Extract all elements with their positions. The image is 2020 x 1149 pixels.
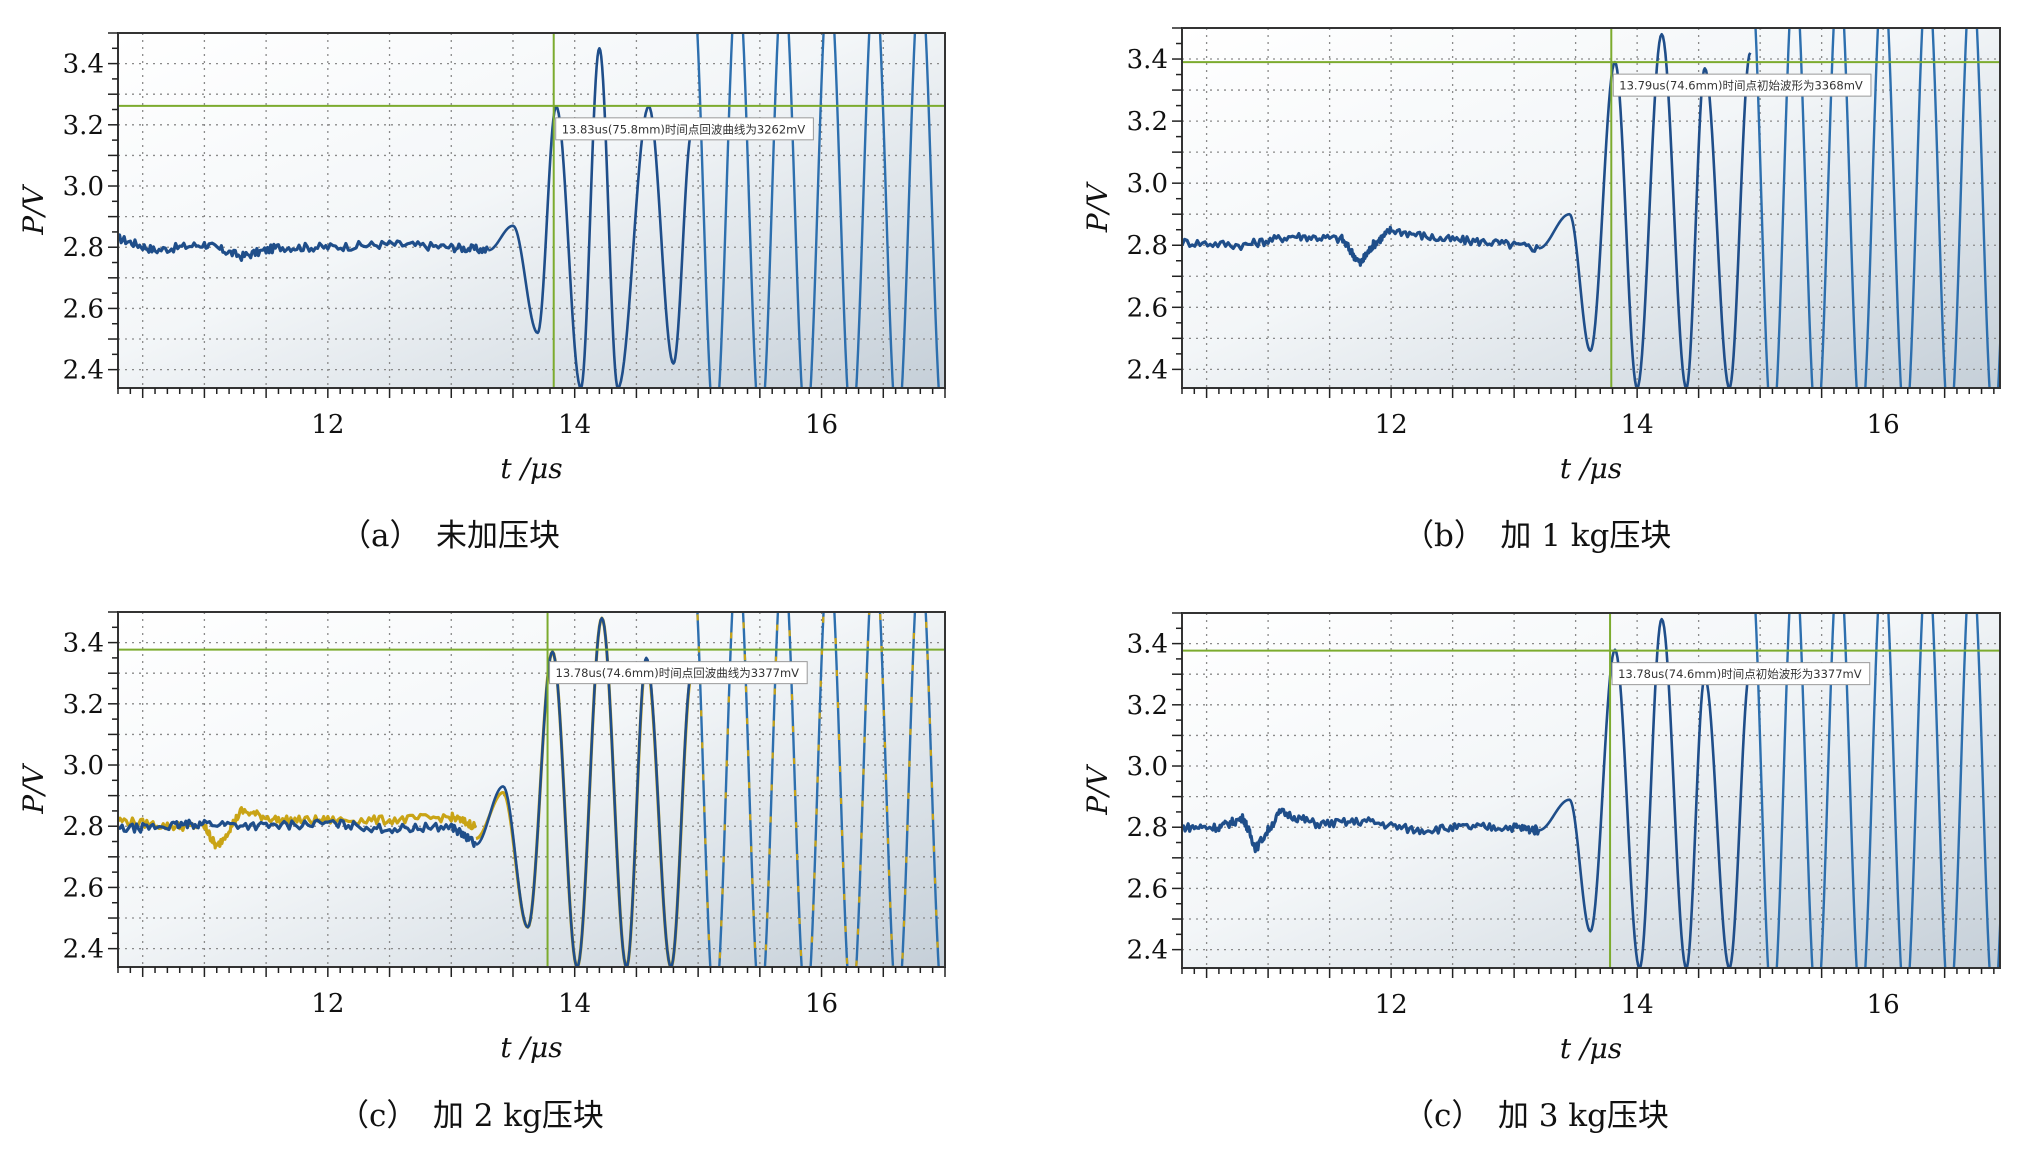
y-axis-title: P/V (1081, 181, 1114, 233)
series-line (696, 612, 940, 967)
y-tick-label: 3.4 (63, 629, 104, 659)
y-axis-title: P/V (17, 183, 50, 235)
grid (1182, 612, 2000, 968)
y-axis-title: P/V (17, 762, 50, 814)
y-tick-label: 2.8 (63, 233, 104, 263)
plot-frame (117, 611, 946, 968)
x-tick-label: 12 (1375, 410, 1408, 440)
series-line (118, 818, 478, 848)
x-axis-title: t /μs (500, 1031, 562, 1064)
chart-panel-d: 13.78us(74.6mm)时间点初始波形为3377mV 12 14 16 2.4 2.… (1010, 580, 2020, 1149)
chart-caption: （c） 加 3 kg压块 (1403, 1098, 1669, 1134)
y-tick-label: 2.6 (1127, 293, 1168, 323)
y-tick-label: 2.8 (1127, 813, 1168, 843)
chart-caption: （a） 未加压块 (340, 518, 560, 554)
y-tick-label: 2.6 (63, 294, 104, 324)
chart-panel-b: 13.79us(74.6mm)时间点初始波形为3368mV 12 14 16 2.4 2.… (1010, 0, 2020, 560)
chart-caption: （b） 加 1 kg压块 (1403, 518, 1672, 554)
series-line (1538, 32, 1752, 388)
axis-ticks (1172, 612, 1995, 978)
chart-c: 13.78us(74.6mm)时间点回波曲线为3377mV 12 14 16 2.4 2.… (17, 611, 946, 1064)
plot-area (118, 33, 945, 388)
x-axis-title: t /μs (1560, 452, 1622, 485)
axis-ticks (1172, 27, 1995, 398)
plot-content (118, 33, 940, 388)
annotation-box (1612, 73, 1872, 97)
series-line (118, 233, 490, 262)
plot-frame (1181, 612, 2001, 969)
plot-content (1182, 28, 2000, 388)
y-tick-label: 3.0 (1127, 169, 1168, 199)
axis-ticks (108, 611, 946, 977)
chart-panel-c: 13.78us(74.6mm)时间点回波曲线为3377mV 12 14 16 2.4 2.… (0, 580, 1000, 1149)
chart-d: 13.78us(74.6mm)时间点初始波形为3377mV 12 14 16 2.4 2.… (1081, 612, 2001, 1065)
plot-content (1182, 613, 2000, 968)
y-tick-label: 2.4 (63, 356, 104, 386)
series-line (475, 616, 694, 967)
y-tick-label: 2.4 (63, 935, 104, 965)
series-line (1182, 225, 1541, 267)
x-tick-label: 14 (558, 410, 591, 440)
chart-a: 13.83us(75.8mm)时间点回波曲线为3262mV 12 14 16 2.4 2.… (17, 32, 946, 485)
chart-b: 13.79us(74.6mm)时间点初始波形为3368mV 12 14 16 2.4 2.… (1081, 27, 2001, 485)
y-tick-label: 3.4 (63, 50, 104, 80)
series-line (488, 47, 694, 388)
x-tick-label: 14 (1621, 990, 1654, 1020)
annotation-text: 13.83us(75.8mm)时间点回波曲线为3262mV (562, 122, 806, 136)
y-tick-label: 2.6 (63, 873, 104, 903)
y-tick-label: 2.6 (1127, 874, 1168, 904)
x-tick-label: 12 (311, 989, 344, 1019)
y-tick-label: 3.4 (1127, 630, 1168, 660)
y-tick-label: 3.2 (1127, 691, 1168, 721)
y-tick-label: 3.2 (63, 111, 104, 141)
series-line (1754, 28, 2000, 388)
x-tick-label: 14 (1621, 410, 1654, 440)
plot-area (1182, 613, 2000, 968)
x-tick-label: 16 (1867, 410, 1900, 440)
plot-frame (1181, 27, 2001, 389)
series-line (1754, 613, 2000, 968)
annotation-text: 13.78us(74.6mm)时间点初始波形为3377mV (1618, 667, 1862, 681)
y-tick-label: 2.8 (1127, 231, 1168, 261)
x-tick-label: 12 (1375, 990, 1408, 1020)
annotation-box (1611, 662, 1871, 686)
x-tick-label: 16 (805, 989, 838, 1019)
x-axis-title: t /μs (500, 452, 562, 485)
y-tick-label: 3.2 (63, 690, 104, 720)
y-tick-label: 3.0 (63, 751, 104, 781)
plot-area (1182, 28, 2000, 388)
x-tick-label: 16 (805, 410, 838, 440)
plot-frame (117, 32, 946, 389)
grid (118, 32, 946, 388)
series-line (696, 33, 940, 388)
x-axis-title: t /μs (1560, 1032, 1622, 1065)
annotation-box (549, 661, 808, 685)
x-tick-label: 16 (1867, 990, 1900, 1020)
series-line (1538, 617, 1752, 968)
annotation-text: 13.79us(74.6mm)时间点初始波形为3368mV (1619, 79, 1863, 93)
chart-caption: （c） 加 2 kg压块 (338, 1098, 604, 1134)
y-axis-title: P/V (1081, 763, 1114, 815)
y-tick-label: 2.4 (1127, 936, 1168, 966)
y-tick-label: 3.0 (1127, 752, 1168, 782)
annotation-text: 13.78us(74.6mm)时间点回波曲线为3377mV (556, 666, 800, 680)
chart-panel-a: 13.83us(75.8mm)时间点回波曲线为3262mV 12 14 16 2.4 2.… (0, 0, 1000, 560)
y-tick-label: 2.4 (1127, 355, 1168, 385)
axis-ticks (108, 32, 946, 398)
y-tick-label: 3.0 (63, 172, 104, 202)
y-tick-label: 3.2 (1127, 107, 1168, 137)
series-line (1182, 807, 1541, 854)
plot-content (118, 612, 940, 967)
x-tick-label: 12 (311, 410, 344, 440)
y-tick-label: 3.4 (1127, 45, 1168, 75)
y-tick-label: 2.8 (63, 812, 104, 842)
annotation-box (555, 117, 814, 141)
x-tick-label: 14 (558, 989, 591, 1019)
